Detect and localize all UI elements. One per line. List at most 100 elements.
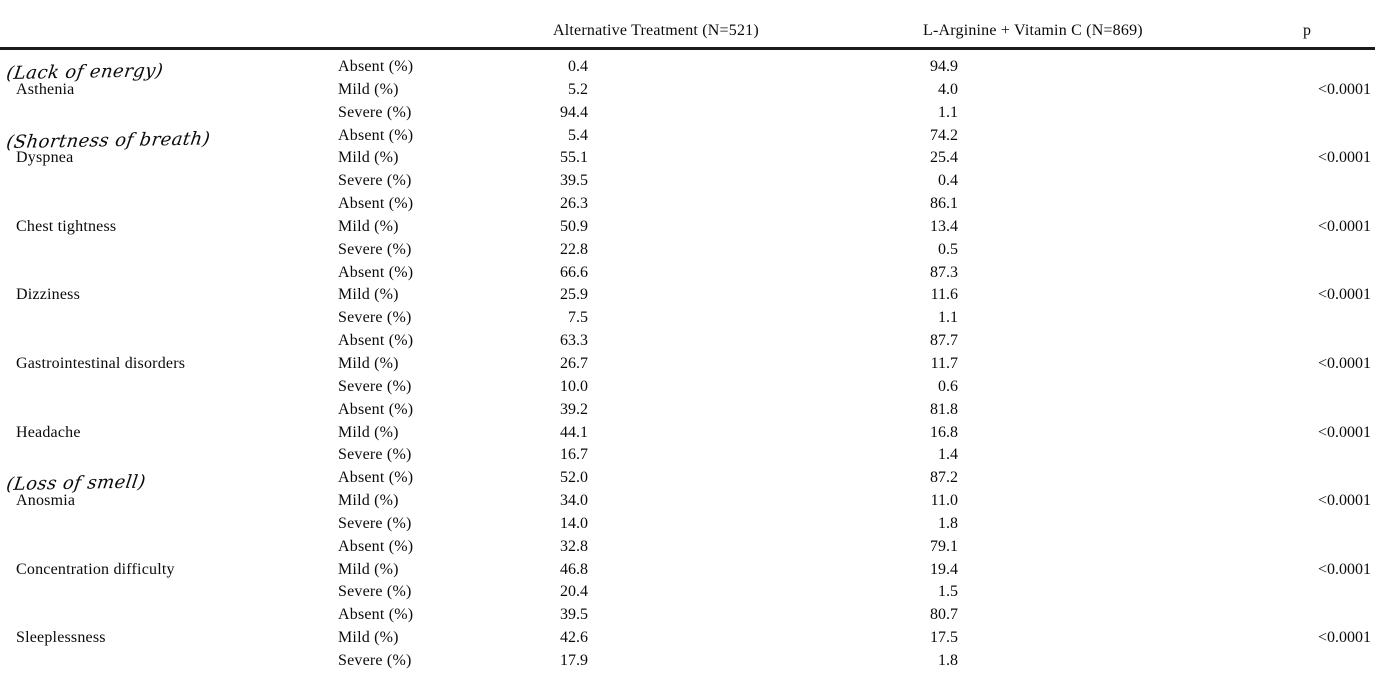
treatment1-value: 34.0 <box>560 492 588 510</box>
symptom-group-headache: Headache Absent (%) 39.2 81.8 Mild (%) 4… <box>0 399 1375 468</box>
handwritten-annotation: (Lack of energy) <box>5 60 165 85</box>
symptom-label: Chest tightness <box>16 217 117 235</box>
treatment2-value: 17.5 <box>930 629 958 647</box>
treatment2-value: 1.1 <box>938 309 958 327</box>
column-header-treatment2: L-Arginine + Vitamin C (N=869) <box>923 22 1143 39</box>
treatment2-value: 0.5 <box>938 240 958 258</box>
column-header-treatment1: Alternative Treatment (N=521) <box>553 22 759 39</box>
treatment2-value: 80.7 <box>930 606 958 624</box>
treatment2-value: 13.4 <box>930 217 958 235</box>
treatment2-value: 1.8 <box>938 514 958 532</box>
severity-label: Severe (%) <box>338 309 412 327</box>
severity-label: Absent (%) <box>338 606 414 624</box>
symptom-label: Dyspnea <box>16 149 74 167</box>
symptom-label: Asthenia <box>16 80 75 98</box>
severity-label: Absent (%) <box>338 400 414 418</box>
treatment2-value: 1.1 <box>938 103 958 121</box>
symptom-label: Gastrointestinal disorders <box>16 354 186 372</box>
severity-label: Severe (%) <box>338 514 412 532</box>
treatment2-value: 11.6 <box>930 286 958 304</box>
treatment1-value: 94.4 <box>560 103 588 121</box>
symptom-group-concentration: Concentration difficulty Absent (%) 32.8… <box>0 536 1375 605</box>
treatment2-value: 79.1 <box>930 537 958 555</box>
treatment1-value: 5.4 <box>568 126 588 144</box>
handwritten-annotation: (Shortness of breath) <box>5 128 212 153</box>
treatment2-value: 1.4 <box>938 446 958 464</box>
severity-label: Mild (%) <box>338 354 399 372</box>
treatment2-value: 0.6 <box>938 377 958 395</box>
treatment2-value: 87.7 <box>930 332 958 350</box>
symptom-cell: Gastrointestinal disorders <box>0 330 338 399</box>
treatment2-value: 87.2 <box>930 469 958 487</box>
treatment1-value: 55.1 <box>560 149 588 167</box>
p-value: <0.0001 <box>1317 217 1371 235</box>
treatment1-value: 26.3 <box>560 195 588 213</box>
treatment1-value: 10.0 <box>560 377 588 395</box>
symptom-cell: Concentration difficulty <box>0 536 338 605</box>
treatment1-value: 14.0 <box>560 514 588 532</box>
p-value: <0.0001 <box>1317 629 1371 647</box>
symptom-cell: (Lack of energy) Asthenia <box>0 56 338 125</box>
treatment1-value: 50.9 <box>560 217 588 235</box>
symptom-label: Dizziness <box>16 286 81 304</box>
severity-label: Severe (%) <box>338 172 412 190</box>
treatment1-value: 39.5 <box>560 606 588 624</box>
treatment2-value: 16.8 <box>930 423 958 441</box>
p-value: <0.0001 <box>1317 80 1371 98</box>
treatment2-value: 4.0 <box>938 80 958 98</box>
symptom-label: Anosmia <box>16 492 76 510</box>
symptom-label: Sleeplessness <box>16 629 106 647</box>
treatment2-value: 94.9 <box>930 58 958 75</box>
symptom-cell: (Loss of smell) Anosmia <box>0 467 338 536</box>
treatment1-value: 20.4 <box>560 583 588 601</box>
severity-label: Mild (%) <box>338 149 399 167</box>
severity-label: Mild (%) <box>338 629 399 647</box>
severity-label: Absent (%) <box>338 58 414 75</box>
treatment2-value: 1.5 <box>938 583 958 601</box>
severity-label: Absent (%) <box>338 469 414 487</box>
severity-label: Absent (%) <box>338 195 414 213</box>
treatment2-value: 74.2 <box>930 126 958 144</box>
header-rule <box>0 47 1375 50</box>
severity-label: Severe (%) <box>338 240 412 258</box>
treatment1-value: 39.2 <box>560 400 588 418</box>
treatment1-value: 26.7 <box>560 354 588 372</box>
severity-label: Absent (%) <box>338 332 414 350</box>
treatment1-value: 22.8 <box>560 240 588 258</box>
severity-label: Absent (%) <box>338 263 414 281</box>
p-value: <0.0001 <box>1317 286 1371 304</box>
treatment1-value: 44.1 <box>560 423 588 441</box>
p-value: <0.0001 <box>1317 354 1371 372</box>
treatment2-value: 86.1 <box>930 195 958 213</box>
severity-label: Mild (%) <box>338 492 399 510</box>
severity-label: Mild (%) <box>338 286 399 304</box>
treatment2-value: 11.7 <box>930 354 958 372</box>
symptom-cell: Headache <box>0 399 338 468</box>
symptom-group-chest-tightness: Chest tightness Absent (%) 26.3 86.1 Mil… <box>0 193 1375 262</box>
symptom-group-dizziness: Dizziness Absent (%) 66.6 87.3 Mild (%) … <box>0 262 1375 331</box>
p-value: <0.0001 <box>1317 492 1371 510</box>
treatment1-value: 16.7 <box>560 446 588 464</box>
symptom-group-gastrointestinal: Gastrointestinal disorders Absent (%) 63… <box>0 330 1375 399</box>
symptom-cell: Chest tightness <box>0 193 338 262</box>
symptom-group-sleeplessness: Sleeplessness Absent (%) 39.5 80.7 Mild … <box>0 604 1375 673</box>
treatment2-value: 11.0 <box>930 492 958 510</box>
treatment2-value: 0.4 <box>938 172 958 190</box>
p-value: <0.0001 <box>1317 149 1371 167</box>
treatment1-value: 46.8 <box>560 560 588 578</box>
treatment1-value: 7.5 <box>568 309 588 327</box>
severity-label: Severe (%) <box>338 583 412 601</box>
treatment1-value: 32.8 <box>560 537 588 555</box>
severity-label: Severe (%) <box>338 377 412 395</box>
severity-label: Mild (%) <box>338 217 399 235</box>
severity-label: Mild (%) <box>338 423 399 441</box>
treatment1-value: 66.6 <box>560 263 588 281</box>
treatment1-value: 0.4 <box>568 58 588 75</box>
treatment1-value: 42.6 <box>560 629 588 647</box>
severity-label: Severe (%) <box>338 103 412 121</box>
severity-label: Absent (%) <box>338 126 414 144</box>
symptom-label: Concentration difficulty <box>16 560 175 578</box>
severity-label: Absent (%) <box>338 537 414 555</box>
symptom-group-asthenia: (Lack of energy) Asthenia Absent (%) 0.4… <box>0 56 1375 125</box>
treatment2-value: 25.4 <box>930 149 958 167</box>
